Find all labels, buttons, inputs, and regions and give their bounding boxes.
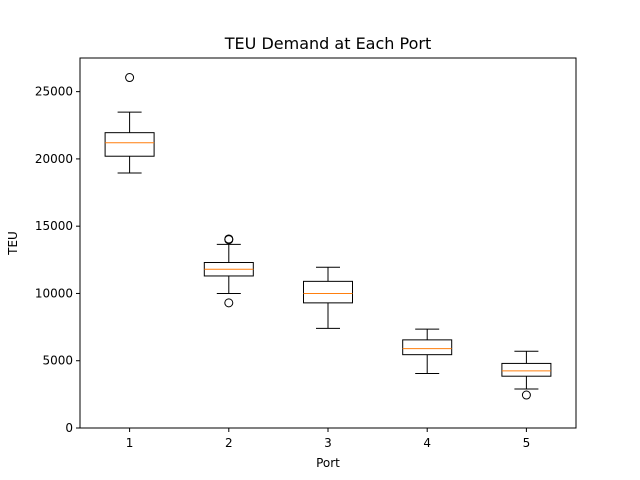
x-axis-label: Port	[316, 456, 340, 470]
x-tick-label: 4	[423, 436, 431, 450]
outlier-point	[125, 73, 135, 83]
y-tick-label: 15000	[35, 219, 73, 233]
outlier-point	[521, 390, 531, 400]
outlier-point	[224, 298, 234, 308]
y-tick-label: 10000	[35, 286, 73, 300]
x-tick-label: 1	[126, 436, 134, 450]
y-axis-label: TEU	[6, 231, 20, 256]
plot-area: 0 5000 10000 15000 20000 25000 1 2 3 4 5	[35, 73, 552, 450]
x-tick-label: 3	[324, 436, 332, 450]
x-tick-label: 5	[523, 436, 531, 450]
y-tick-label: 25000	[35, 85, 73, 99]
outlier-point	[224, 234, 234, 244]
axes-frame	[79, 57, 577, 429]
box-iqr	[303, 280, 353, 304]
y-tick-label: 0	[65, 421, 73, 435]
y-tick-label: 20000	[35, 152, 73, 166]
box-iqr	[104, 132, 155, 157]
box-iqr	[402, 339, 453, 356]
y-tick-label: 5000	[42, 354, 73, 368]
box-iqr	[501, 362, 552, 377]
chart-title: TEU Demand at Each Port	[224, 34, 431, 53]
x-tick-label: 2	[225, 436, 233, 450]
